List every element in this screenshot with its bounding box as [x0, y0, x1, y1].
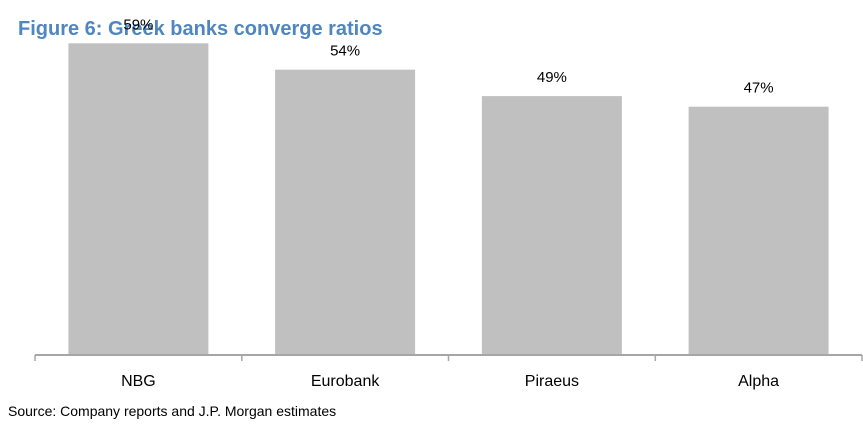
bar-nbg: [68, 43, 209, 356]
x-tick-label-eurobank: Eurobank: [311, 373, 380, 390]
data-label-piraeus: 49%: [537, 69, 567, 86]
x-tick-label-alpha: Alpha: [738, 373, 779, 390]
x-tick-label-piraeus: Piraeus: [525, 373, 579, 390]
bar-alpha: [688, 106, 829, 355]
data-labels-layer: 59% 54% 49% 47%: [123, 16, 773, 96]
data-label-nbg: 59%: [123, 16, 153, 33]
bars-layer: [68, 43, 829, 356]
source-note: Source: Company reports and J.P. Morgan …: [8, 403, 337, 419]
chart-title: Figure 6: Greek banks converge ratios: [18, 18, 383, 40]
x-tick-label-nbg: NBG: [121, 373, 156, 390]
data-label-eurobank: 54%: [330, 43, 360, 60]
bar-eurobank: [275, 69, 416, 355]
data-label-alpha: 47%: [744, 80, 774, 97]
bar-chart: 59% 54% 49% 47% NBG Eurobank Piraeus Alpha: [34, 16, 863, 390]
x-tick-labels-layer: NBG Eurobank Piraeus Alpha: [121, 373, 779, 390]
x-axis: [34, 354, 863, 361]
bar-piraeus: [481, 96, 622, 355]
